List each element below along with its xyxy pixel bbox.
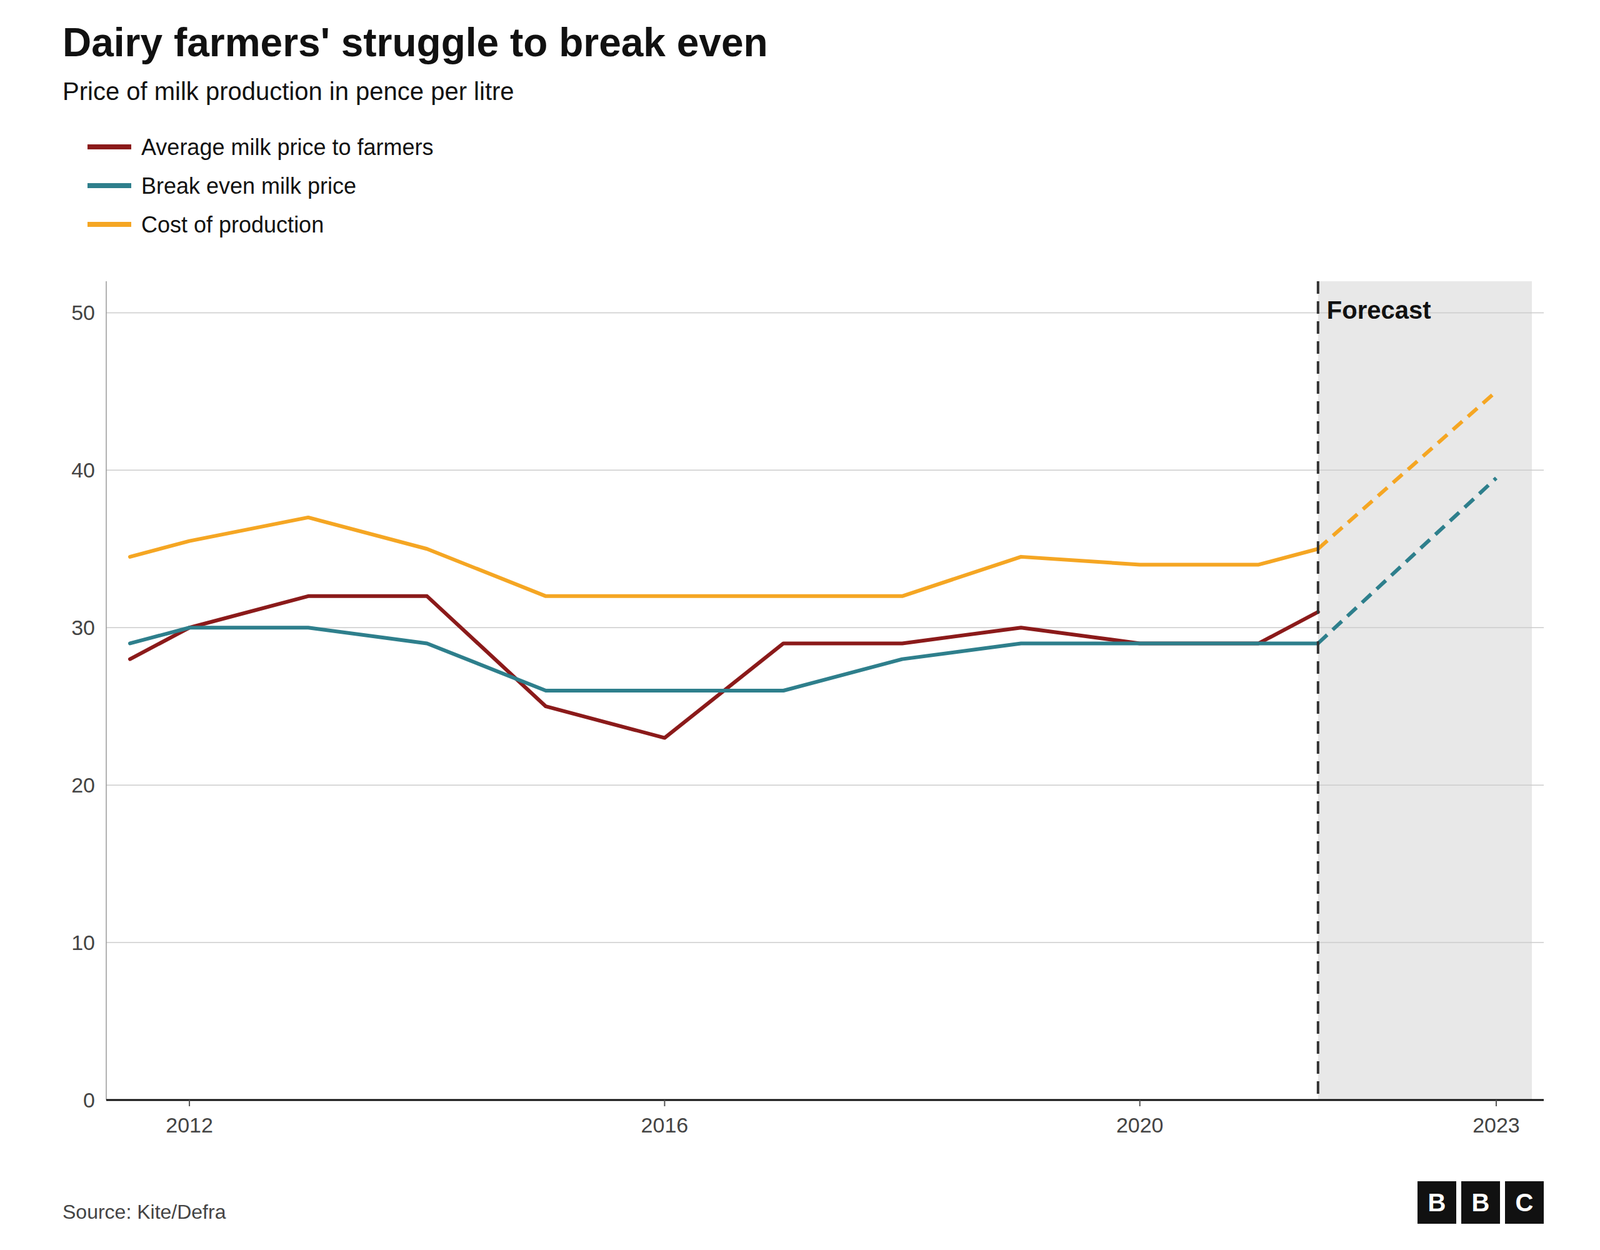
series-line	[1318, 478, 1497, 644]
title: Dairy farmers' struggle to break even	[62, 20, 769, 65]
grid-line	[106, 784, 1544, 786]
x-tick-label: 2012	[165, 1113, 214, 1137]
grid-line	[106, 941, 1544, 944]
logo-box	[1417, 1181, 1457, 1224]
y-tick-label: 10	[71, 930, 95, 955]
y-tick-label: 0	[83, 1088, 95, 1112]
x-tick	[1495, 1100, 1497, 1107]
x-tick-label: 2020	[1116, 1113, 1164, 1137]
logo-box	[1461, 1181, 1500, 1224]
background	[0, 0, 1600, 1250]
logo-box	[1505, 1181, 1544, 1224]
series-line	[130, 596, 1319, 739]
x-tick	[188, 1100, 190, 1107]
series-line	[130, 627, 1319, 691]
grid-line	[106, 470, 1544, 472]
chart: Dairy farmers' struggle to break even Pri…	[0, 0, 1600, 1250]
logo-letter: B	[1471, 1188, 1490, 1217]
legend-label: Break even milk price	[141, 173, 357, 199]
forecast-region	[1318, 281, 1532, 1100]
plot-area	[106, 281, 1544, 1100]
grid-line	[106, 1099, 1544, 1100]
y-tick-label: 50	[71, 300, 95, 325]
x-tick	[1139, 1100, 1141, 1107]
legend-label: Average milk price to farmers	[141, 134, 434, 160]
source: Source: Kite/Defra	[62, 1200, 227, 1224]
series-line	[1318, 391, 1497, 549]
legend: Average milk price to farmers Break even …	[87, 134, 434, 238]
legend-swatch	[87, 183, 132, 189]
y-tick-label: 20	[71, 773, 95, 797]
logo-letter: C	[1515, 1188, 1534, 1217]
x-tick-label: 2016	[641, 1113, 689, 1137]
y-tick-label: 30	[71, 615, 95, 640]
x-tick	[663, 1100, 665, 1107]
logo-letter: B	[1428, 1188, 1447, 1217]
y-axis-line	[105, 281, 107, 1100]
x-tick-label: 2023	[1472, 1113, 1520, 1137]
legend-swatch	[87, 144, 132, 150]
series-line	[130, 517, 1319, 597]
legend-label: Cost of production	[141, 211, 324, 238]
forecast-start-line	[1316, 281, 1320, 1100]
legend-swatch	[87, 221, 132, 227]
subtitle: Price of milk production in pence per li…	[62, 77, 515, 105]
x-axis-line	[106, 1099, 1544, 1102]
forecast-label: Forecast	[1326, 296, 1432, 324]
y-tick-label: 40	[71, 458, 95, 482]
